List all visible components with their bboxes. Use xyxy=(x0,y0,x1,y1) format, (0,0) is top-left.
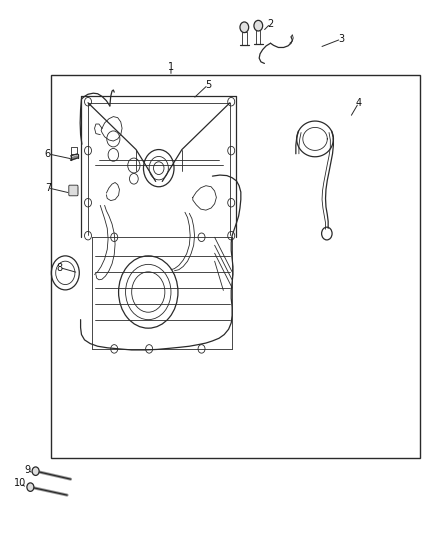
Text: 10: 10 xyxy=(14,479,26,488)
Circle shape xyxy=(27,483,34,491)
Circle shape xyxy=(32,467,39,475)
Text: 7: 7 xyxy=(45,183,51,193)
Text: 1: 1 xyxy=(168,62,174,72)
Text: 6: 6 xyxy=(45,149,51,159)
Text: 2: 2 xyxy=(267,19,274,29)
Text: 3: 3 xyxy=(338,34,344,44)
Circle shape xyxy=(254,20,263,31)
Bar xyxy=(51,75,420,458)
Text: 8: 8 xyxy=(57,263,63,272)
Text: 4: 4 xyxy=(356,98,362,108)
FancyBboxPatch shape xyxy=(69,185,78,196)
Circle shape xyxy=(240,22,249,33)
Text: 5: 5 xyxy=(205,80,211,90)
Text: 9: 9 xyxy=(25,465,31,474)
